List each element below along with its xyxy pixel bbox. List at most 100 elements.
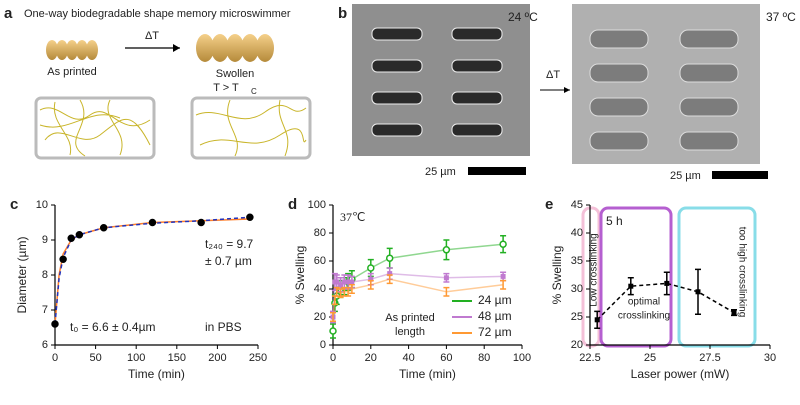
marker [148,218,157,227]
y-axis-label: % Swelling [293,246,307,305]
y-tick-label: 0 [320,339,326,351]
x-tick-label: 20 [365,352,377,364]
arrow-label: ΔT [546,69,560,81]
y-tick-label: 100 [308,199,326,211]
y-axis-label: % Swelling [550,246,564,305]
y-tick-label: 9 [42,234,48,246]
error-bar [443,286,450,297]
marker [594,317,600,323]
helix-large [196,34,274,62]
error-bar [367,279,374,290]
error-bar [386,274,393,285]
marker [75,231,84,239]
swimmers-large [589,29,739,151]
scale-bar [712,171,768,179]
arrow-head [173,44,180,52]
annotation: ± 0.7 µm [205,254,252,268]
series-line [54,218,250,325]
annotation: length [395,326,425,338]
y-tick-label: 7 [42,304,48,316]
caption: Swollen [216,68,255,80]
annotation: t₂₄₀ = 9.7 [205,237,254,251]
marker [443,275,449,281]
y-tick-label: 40 [314,283,326,295]
annotation: crosslinking [618,311,670,322]
caption: T > T [213,82,239,94]
marker [442,246,451,254]
marker [197,218,205,227]
x-tick-label: 30 [764,352,776,364]
scale-label: 25 µm [425,166,456,178]
y-tick-label: 60 [314,255,326,267]
panel-title: One-way biodegradable shape memory micro… [24,8,291,20]
region-box [599,206,673,348]
marker [349,279,355,285]
x-tick-label: 200 [208,352,226,364]
x-tick-label: 250 [249,352,267,364]
x-axis-label: Time (min) [128,367,185,381]
marker [329,327,337,335]
marker [664,280,670,286]
x-tick-label: 150 [168,352,186,364]
annotation: Low crosslinking [589,233,600,306]
x-tick-label: 50 [89,352,101,364]
error-bar [500,279,507,290]
scale-label: 25 µm [670,170,701,182]
legend-label: 24 µm [478,293,512,307]
x-tick-label: 40 [402,352,414,364]
marker [731,310,737,316]
x-tick-label: 0 [330,352,336,364]
error-bar [333,286,340,297]
marker [334,279,340,285]
caption-sub: C [251,87,257,96]
annotation: optimal [628,297,660,308]
error-bar [348,284,355,294]
y-tick-label: 20 [314,311,326,323]
x-tick-label: 60 [440,352,452,364]
network-lines [195,99,307,157]
marker [500,273,506,279]
x-axis-label: Laser power (mW) [631,367,730,381]
annotation: As printed [385,312,435,324]
marker [51,320,59,328]
helix-small [46,40,98,60]
x-tick-label: 25 [644,352,656,364]
marker [695,289,701,295]
series-line [596,282,735,321]
y-tick-label: 45 [571,199,583,211]
region-box [677,206,757,348]
panel-label: a [4,5,13,22]
y-tick-label: 25 [571,311,583,323]
marker [246,213,254,221]
panel-b: b 24 ºC 25 µm ΔT 37 ºC 25 µm [338,4,796,182]
marker [387,271,393,277]
marker [99,224,108,232]
x-tick-label: 0 [52,352,58,364]
y-axis-label: Diameter (µm) [15,237,29,314]
annotation: too high crosslinking [736,227,747,318]
series-line [54,216,250,325]
marker [385,254,394,262]
marker [67,234,75,242]
panel-a: a One-way biodegradable shape memory mic… [4,5,312,160]
arrow-head [564,87,570,93]
y-tick-label: 30 [571,283,583,295]
annotation: in PBS [205,320,242,334]
panel-label: d [288,196,297,213]
swimmers-small [371,27,503,137]
marker [628,283,634,289]
x-axis-label: Time (min) [399,367,456,381]
marker [59,255,67,263]
y-tick-label: 20 [571,339,583,351]
error-bar [337,288,344,299]
annotation: t₀ = 6.6 ± 0.4µm [70,320,156,334]
panel-label: c [10,196,18,213]
marker [368,276,374,282]
x-tick-label: 100 [127,352,145,364]
y-tick-label: 80 [314,227,326,239]
y-tick-label: 6 [42,339,48,351]
x-tick-label: 22.5 [579,352,600,364]
marker [499,240,507,248]
marker [341,279,347,285]
y-tick-label: 8 [42,269,48,281]
